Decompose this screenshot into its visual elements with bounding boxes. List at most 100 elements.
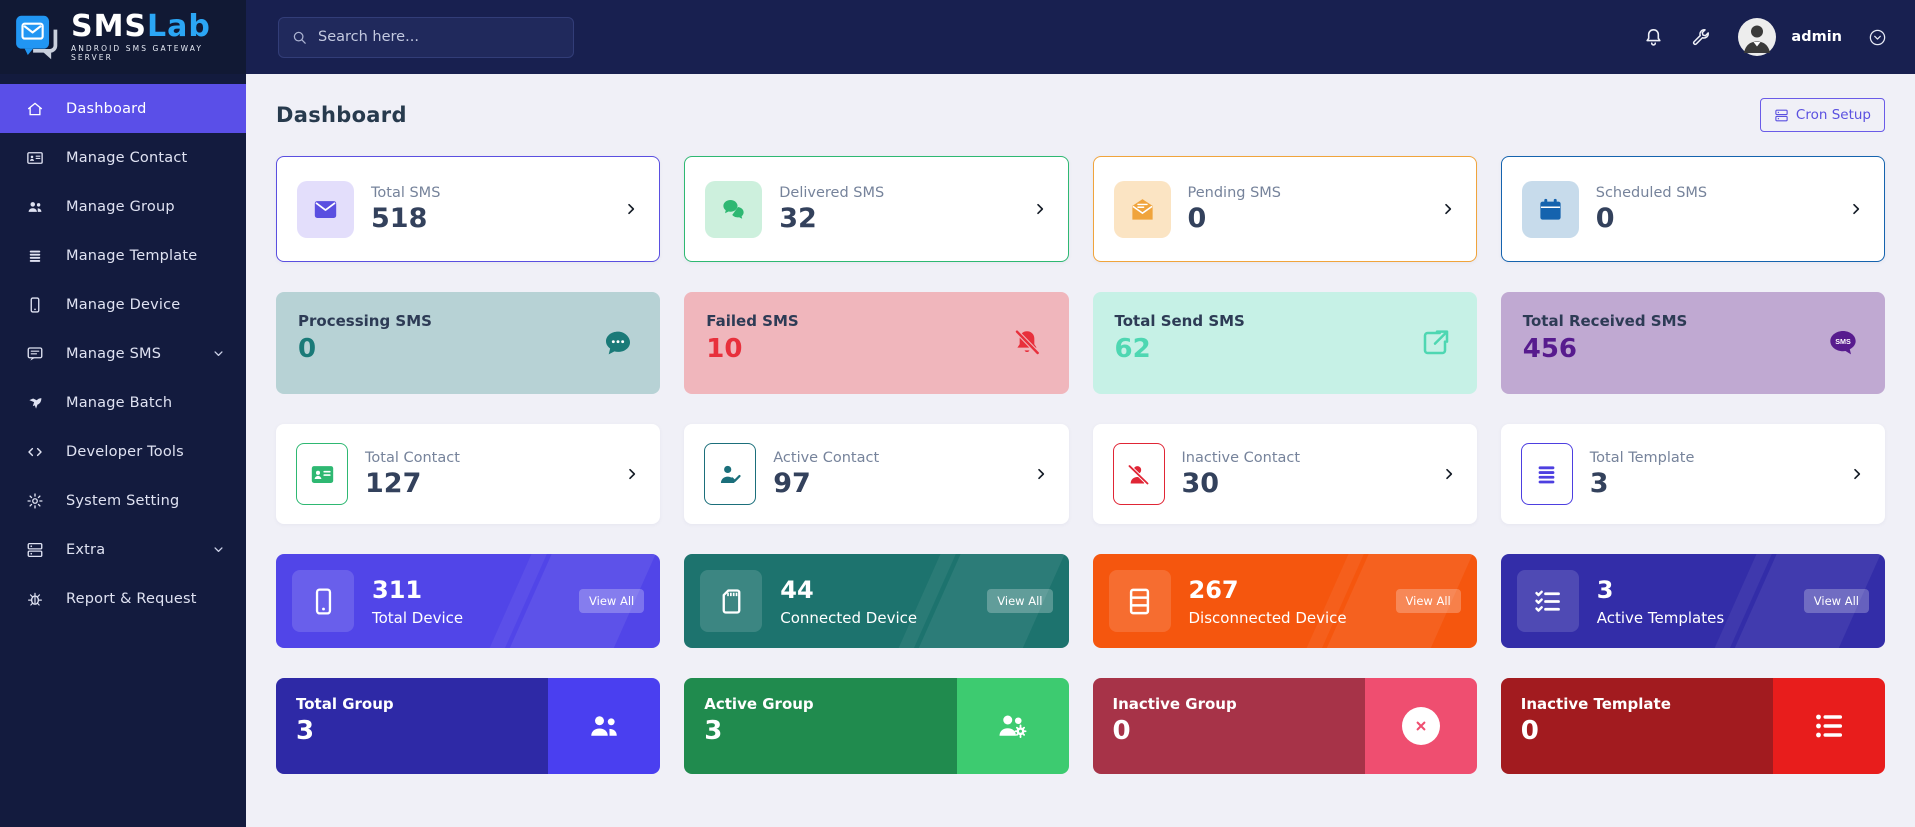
card-disconnected-device[interactable]: 267 Disconnected Device View All <box>1092 554 1477 648</box>
chevron-down-circle-icon[interactable] <box>1868 28 1887 47</box>
chevron-right-icon[interactable] <box>1033 466 1049 482</box>
view-all-button[interactable]: View All <box>987 589 1053 613</box>
wrench-icon[interactable] <box>1690 27 1711 48</box>
card-inactive-contact[interactable]: Inactive Contact 30 <box>1092 424 1477 524</box>
person-check-icon <box>704 443 757 505</box>
stat-label: Total Send SMS <box>1114 312 1245 330</box>
bug-icon <box>26 590 44 608</box>
card-inactive-group[interactable]: Inactive Group 0 <box>1092 678 1477 774</box>
main-content: Dashboard Cron Setup Total SMS 518 Delive… <box>246 74 1915 827</box>
sms-bubble-icon <box>1827 327 1859 359</box>
stat-value: 0 <box>1595 202 1615 234</box>
card-active-templates[interactable]: 3 Active Templates View All <box>1500 554 1885 648</box>
card-total-template[interactable]: Total Template 3 <box>1500 424 1885 524</box>
card-scheduled-sms[interactable]: Scheduled SMS 0 <box>1500 156 1885 262</box>
chevron-right-icon[interactable] <box>1441 466 1457 482</box>
sidebar-menu: Dashboard Manage Contact Manage Group Ma… <box>0 74 246 623</box>
stat-value: 3 <box>296 716 315 746</box>
envelope-open-icon <box>1113 180 1171 238</box>
stat-label: Active Group <box>704 695 814 713</box>
server-icon <box>26 541 44 559</box>
stat-label: Inactive Group <box>1112 695 1237 713</box>
card-active-contact[interactable]: Active Contact 97 <box>684 424 1069 524</box>
brand-logo[interactable]: SMSLab ANDROID SMS GATEWAY SERVER <box>0 0 246 74</box>
users-icon <box>548 678 661 774</box>
stat-value: 127 <box>365 467 422 499</box>
search-box <box>278 16 574 58</box>
sidebar-item-manage-template[interactable]: Manage Template <box>0 231 246 280</box>
sidebar-item-system-setting[interactable]: System Setting <box>0 476 246 525</box>
stat-value: 267 <box>1188 575 1239 604</box>
stat-value: 3 <box>1596 575 1614 604</box>
sidebar-item-manage-batch[interactable]: Manage Batch <box>0 378 246 427</box>
stat-label: Pending SMS <box>1187 184 1282 201</box>
chevron-right-icon[interactable] <box>1440 201 1456 217</box>
stat-value: 44 <box>780 575 814 604</box>
stat-label: Connected Device <box>780 608 918 627</box>
view-all-button[interactable]: View All <box>1395 589 1461 613</box>
gear-icon <box>26 492 44 510</box>
search-icon <box>291 29 308 46</box>
stat-value: 0 <box>298 334 317 364</box>
stat-value: 518 <box>371 202 428 234</box>
stat-value: 456 <box>1522 334 1578 364</box>
sidebar-item-manage-device[interactable]: Manage Device <box>0 280 246 329</box>
card-processing-sms: Processing SMS 0 <box>276 292 661 394</box>
sidebar-item-manage-group[interactable]: Manage Group <box>0 182 246 231</box>
smartphone-icon <box>292 570 354 632</box>
envelope-icon <box>297 180 354 238</box>
card-delivered-sms[interactable]: Delivered SMS 32 <box>684 156 1069 262</box>
stat-label: Inactive Contact <box>1181 449 1301 466</box>
chevron-down-icon <box>211 542 226 557</box>
sidebar-item-extra[interactable]: Extra <box>0 525 246 574</box>
sidebar-item-report-request[interactable]: Report & Request <box>0 574 246 623</box>
card-inactive-template[interactable]: Inactive Template 0 <box>1500 678 1885 774</box>
chevron-right-icon[interactable] <box>623 201 639 217</box>
bell-icon[interactable] <box>1643 27 1664 48</box>
stat-label: Total Group <box>296 695 394 713</box>
chevron-down-icon <box>211 346 226 361</box>
sidebar-item-manage-sms[interactable]: Manage SMS <box>0 329 246 378</box>
cron-setup-button[interactable]: Cron Setup <box>1759 98 1885 132</box>
stat-value: 0 <box>1187 202 1207 234</box>
stat-value: 3 <box>704 716 723 746</box>
envelope-chat-icon <box>14 13 65 61</box>
stat-value: 62 <box>1114 334 1151 364</box>
view-all-button[interactable]: View All <box>1803 589 1869 613</box>
avatar[interactable] <box>1737 17 1777 57</box>
stat-value: 32 <box>779 202 817 234</box>
card-total-device[interactable]: 311 Total Device View All <box>276 554 661 648</box>
search-input[interactable] <box>318 29 561 45</box>
sidebar: SMSLab ANDROID SMS GATEWAY SERVER Dashbo… <box>0 0 246 827</box>
username-label[interactable]: admin <box>1791 29 1842 45</box>
chevron-right-icon[interactable] <box>1032 201 1048 217</box>
topbar: admin <box>246 0 1915 74</box>
stat-value: 10 <box>706 334 743 364</box>
stat-label: Delivered SMS <box>779 184 885 201</box>
stat-label: Active Contact <box>773 449 880 466</box>
lines-icon <box>26 247 44 265</box>
sidebar-item-dashboard[interactable]: Dashboard <box>0 84 246 133</box>
card-total-sms[interactable]: Total SMS 518 <box>276 156 661 262</box>
stat-value: 0 <box>1520 716 1539 746</box>
chevron-right-icon[interactable] <box>1849 466 1865 482</box>
sidebar-item-manage-contact[interactable]: Manage Contact <box>0 133 246 182</box>
users-icon <box>26 198 44 216</box>
card-pending-sms[interactable]: Pending SMS 0 <box>1092 156 1477 262</box>
stat-label: Disconnected Device <box>1188 608 1347 627</box>
stat-label: Processing SMS <box>298 312 432 330</box>
id-card-icon <box>296 443 348 505</box>
view-all-button[interactable]: View All <box>579 589 645 613</box>
stat-label: Total Template <box>1589 449 1695 466</box>
card-active-group[interactable]: Active Group 3 <box>684 678 1069 774</box>
list-icon <box>1773 678 1885 774</box>
card-connected-device[interactable]: 44 Connected Device View All <box>684 554 1069 648</box>
sidebar-item-developer-tools[interactable]: Developer Tools <box>0 427 246 476</box>
share-out-icon <box>1419 327 1451 359</box>
stat-label: Total Received SMS <box>1522 312 1688 330</box>
chat-bubbles-icon <box>705 180 763 238</box>
card-total-group[interactable]: Total Group 3 <box>276 678 661 774</box>
card-total-contact[interactable]: Total Contact 127 <box>276 424 661 524</box>
chevron-right-icon[interactable] <box>1848 201 1864 217</box>
chevron-right-icon[interactable] <box>624 466 640 482</box>
